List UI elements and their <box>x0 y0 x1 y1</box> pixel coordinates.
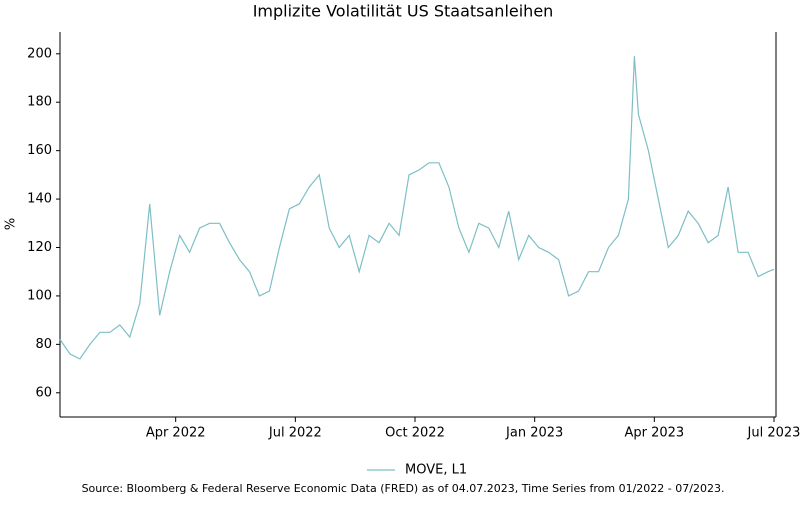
y-tick-label: 60 <box>35 385 52 400</box>
x-tick-label: Jul 2022 <box>268 426 322 441</box>
x-tick-label: Jan 2023 <box>505 426 563 441</box>
y-tick-label: 120 <box>27 240 52 255</box>
y-tick-label: 140 <box>27 192 52 207</box>
y-axis-label: % <box>4 218 19 230</box>
y-tick-label: 80 <box>35 337 52 352</box>
data-line <box>59 56 775 360</box>
y-tick-label: 180 <box>27 95 52 110</box>
x-tick-label: Oct 2022 <box>385 426 445 441</box>
chart-title: Implizite Volatilität US Staatsanleihen <box>253 2 554 21</box>
y-tick-label: 100 <box>27 288 52 303</box>
x-tick-label: Apr 2023 <box>624 426 684 441</box>
y-tick-label: 200 <box>27 46 52 61</box>
legend-label: MOVE, L1 <box>405 463 467 478</box>
x-tick-label: Apr 2022 <box>146 426 206 441</box>
x-tick-label: Jul 2023 <box>747 426 801 441</box>
source-note: Source: Bloomberg & Federal Reserve Econ… <box>82 482 725 495</box>
y-tick-label: 160 <box>27 143 52 158</box>
